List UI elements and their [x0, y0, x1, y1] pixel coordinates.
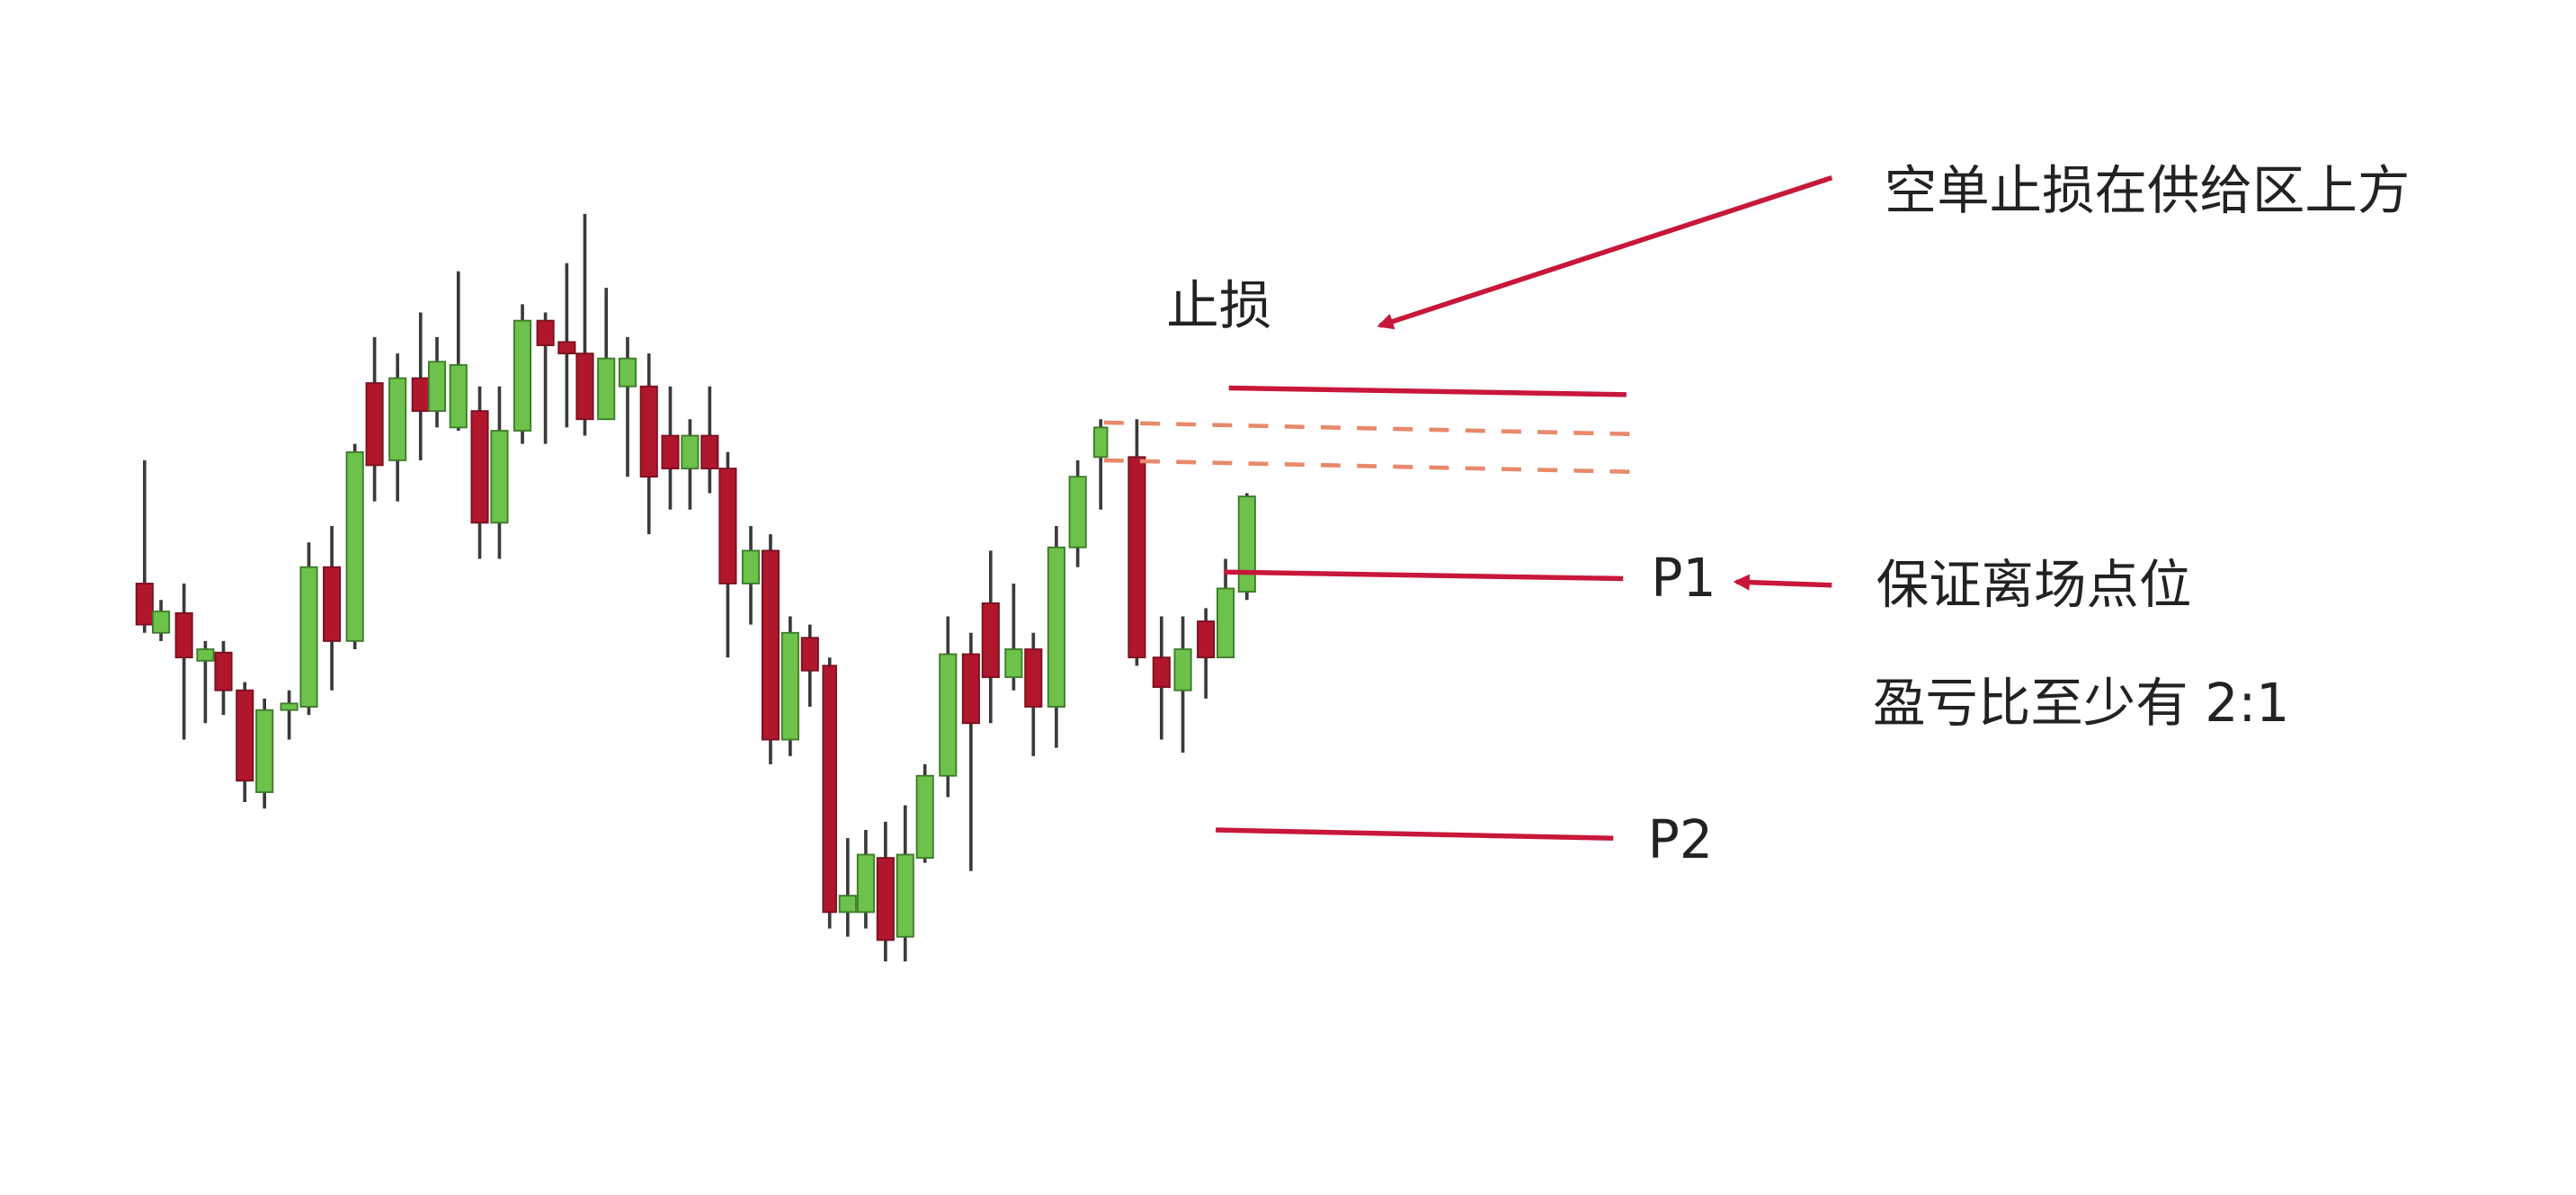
body: [981, 602, 1000, 679]
body: [639, 385, 658, 478]
body: [236, 689, 254, 782]
body: [1128, 456, 1146, 659]
p1-line: [1224, 569, 1624, 582]
body: [1152, 656, 1171, 688]
body: [152, 611, 171, 634]
body: [299, 566, 318, 708]
body: [939, 653, 958, 777]
body: [174, 611, 193, 659]
body: [365, 382, 384, 467]
p2-line: [1216, 827, 1614, 841]
body: [1173, 648, 1192, 691]
stop-loss-note: 空单止损在供给区上方: [1885, 160, 2411, 221]
body: [800, 637, 819, 672]
body: [700, 434, 719, 469]
body: [961, 653, 980, 725]
body: [323, 566, 342, 642]
body: [427, 361, 447, 413]
body: [618, 357, 637, 388]
body: [1024, 648, 1043, 708]
body: [345, 450, 364, 642]
body: [741, 549, 761, 584]
body: [1217, 587, 1235, 659]
body: [838, 895, 857, 914]
body: [896, 853, 914, 938]
body: [255, 709, 274, 793]
body: [411, 377, 430, 413]
body: [1004, 648, 1023, 679]
p1-label: P1: [1651, 548, 1716, 609]
body: [449, 364, 468, 429]
body: [718, 468, 737, 584]
body: [388, 377, 407, 461]
body: [761, 549, 780, 741]
body: [1237, 495, 1256, 593]
body: [575, 352, 594, 421]
body: [135, 583, 154, 626]
p1-arrow: [1733, 574, 1832, 591]
ratio-note: 盈亏比至少有 2:1: [1873, 673, 2289, 734]
body: [1068, 476, 1087, 548]
body: [557, 341, 576, 355]
body: [780, 631, 799, 741]
body: [681, 434, 700, 469]
body: [856, 853, 875, 914]
body: [822, 664, 837, 914]
stop-loss-arrow: [1377, 175, 1833, 330]
body: [1092, 426, 1109, 459]
body: [196, 648, 215, 662]
body: [490, 430, 509, 524]
body: [915, 774, 934, 860]
stop-loss-line: [1228, 385, 1627, 397]
body: [876, 857, 895, 941]
stop-loss-label: 止损: [1166, 275, 1271, 336]
supply-zone-top: [1103, 420, 1630, 436]
body: [470, 410, 489, 524]
body: [513, 319, 532, 432]
body: [661, 434, 680, 469]
body: [214, 651, 233, 691]
body: [1197, 620, 1216, 659]
supply-zone-bottom: [1103, 458, 1630, 475]
body: [280, 702, 299, 711]
p2-label: P2: [1648, 809, 1713, 870]
body: [536, 319, 555, 346]
exit-note: 保证离场点位: [1876, 555, 2192, 616]
body: [597, 357, 616, 421]
candles: [135, 213, 1256, 962]
body: [1047, 546, 1065, 708]
